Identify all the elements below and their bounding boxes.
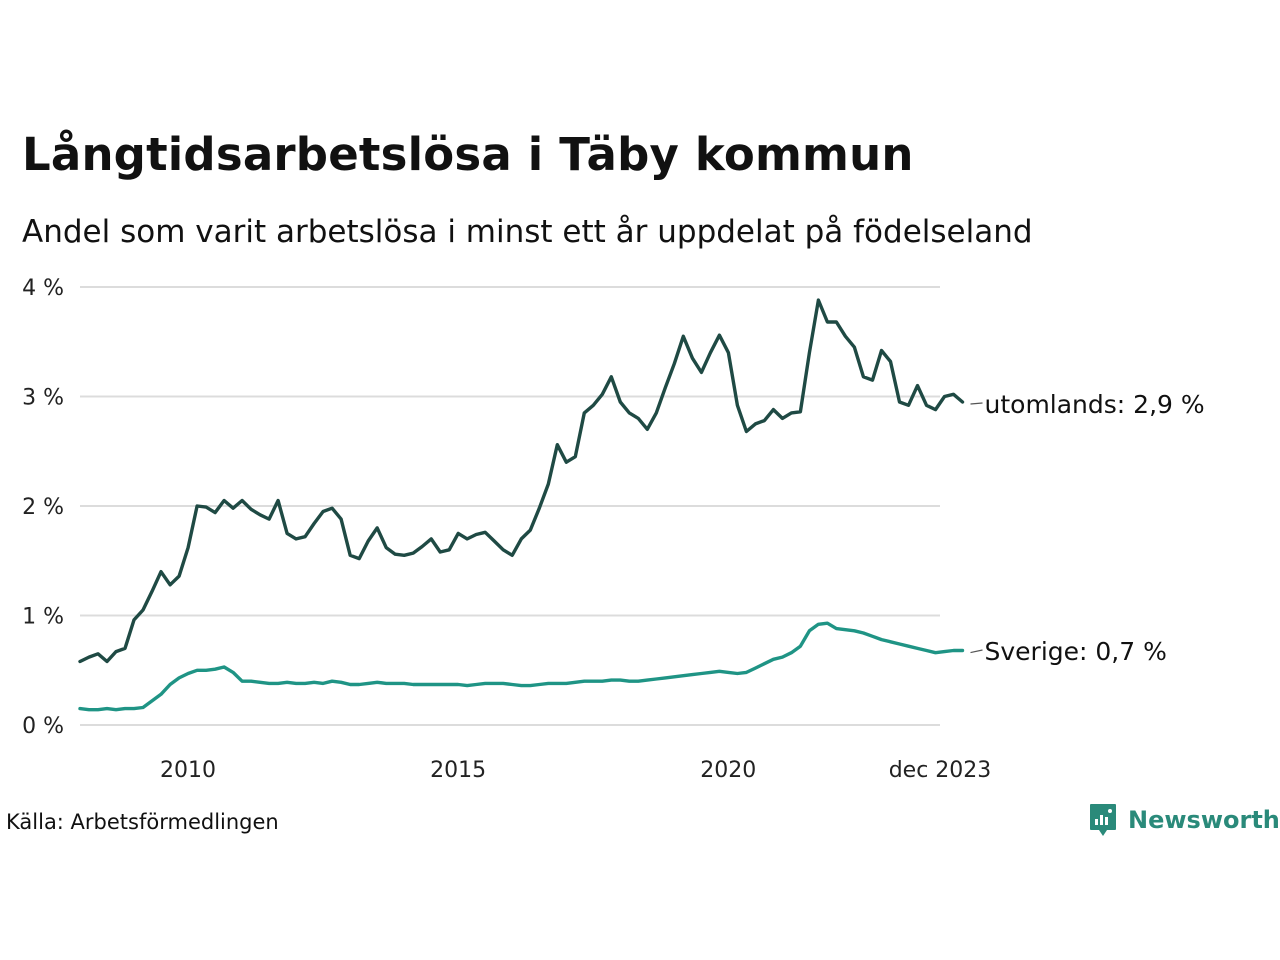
y-tick-label: 3 %	[22, 386, 64, 411]
end-label-connector	[970, 649, 983, 654]
series-line-utomlands	[78, 298, 965, 664]
series-line-sverige	[78, 621, 965, 712]
end-labels: utomlands: 2,9 % Sverige: 0,7 %	[970, 390, 1205, 666]
brand-name: Newsworthy	[1128, 806, 1280, 834]
end-label-utomlands: utomlands: 2,9 %	[985, 390, 1205, 419]
y-tick-label: 0 %	[22, 714, 64, 739]
end-label-sverige: Sverige: 0,7 %	[985, 637, 1167, 666]
x-axis: 2010 2015 2020 dec 2023	[160, 758, 991, 783]
y-tick-label: 1 %	[22, 605, 64, 630]
x-tick-label: 2020	[700, 758, 756, 783]
y-tick-label: 2 %	[22, 495, 64, 520]
end-label-connector	[970, 402, 983, 405]
x-tick-label: 2015	[430, 758, 486, 783]
x-tick-label: 2010	[160, 758, 216, 783]
source-note: Källa: Arbetsförmedlingen	[6, 810, 279, 834]
chart-title: Långtidsarbetslösa i Täby kommun	[22, 128, 914, 181]
y-tick-label: 4 %	[22, 276, 64, 301]
gridlines	[80, 286, 940, 726]
chart-subtitle: Andel som varit arbetslösa i minst ett å…	[22, 214, 1033, 250]
newsworthy-logo-icon	[1090, 804, 1116, 836]
newsworthy-brand: Newsworthy	[1088, 802, 1280, 838]
y-axis: 0 % 1 % 2 % 3 % 4 %	[22, 276, 64, 739]
x-tick-label: dec 2023	[889, 758, 992, 783]
series	[78, 298, 965, 712]
